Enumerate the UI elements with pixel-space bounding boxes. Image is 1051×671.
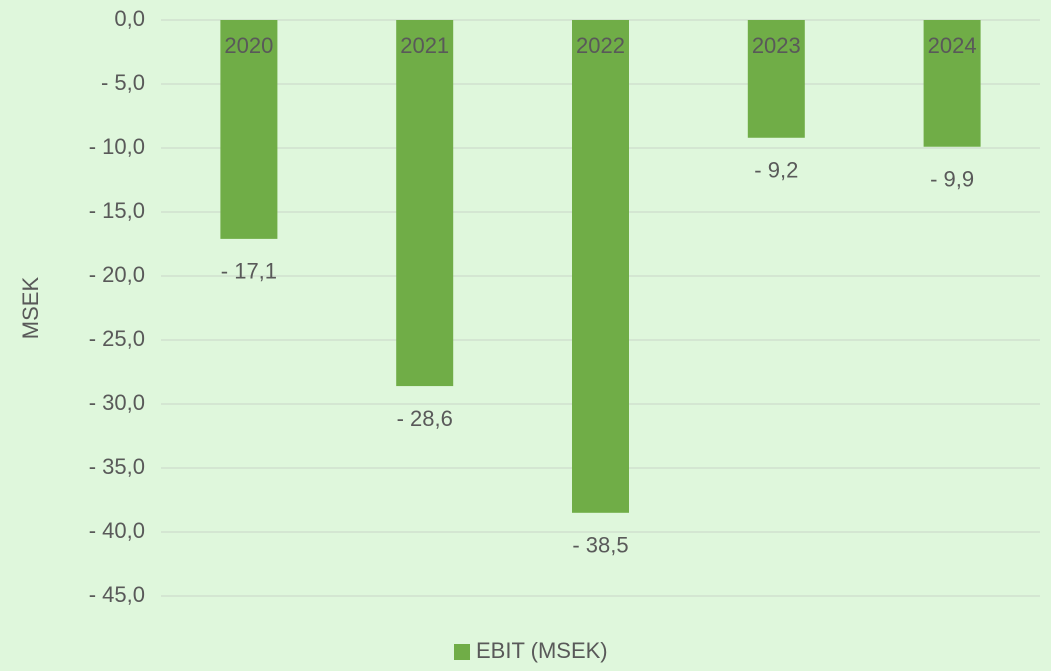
y-tick-label: - 15,0 xyxy=(89,198,145,223)
y-tick-label: - 25,0 xyxy=(89,326,145,351)
y-tick-label: - 5,0 xyxy=(101,70,145,95)
x-tick-label: 2023 xyxy=(752,33,801,58)
y-tick-label: - 45,0 xyxy=(89,582,145,607)
bar xyxy=(572,20,629,513)
y-axis-title: MSEK xyxy=(18,277,43,340)
y-tick-label: - 35,0 xyxy=(89,454,145,479)
x-tick-label: 2022 xyxy=(576,33,625,58)
data-label: - 9,2 xyxy=(754,158,798,183)
bar xyxy=(747,20,805,138)
x-tick-label: 2020 xyxy=(224,33,273,58)
bar xyxy=(220,20,278,239)
y-tick-label: - 10,0 xyxy=(89,134,145,159)
x-tick-label: 2024 xyxy=(928,33,977,58)
bar xyxy=(396,20,454,387)
x-tick-label: 2021 xyxy=(400,33,449,58)
legend-label: EBIT (MSEK) xyxy=(476,638,608,663)
data-label: - 9,9 xyxy=(930,167,974,192)
data-label: - 28,6 xyxy=(397,406,453,431)
data-label: - 38,5 xyxy=(572,533,628,558)
legend-swatch xyxy=(454,644,470,660)
bar xyxy=(923,20,981,147)
data-label: - 17,1 xyxy=(221,259,277,284)
y-tick-label: - 40,0 xyxy=(89,518,145,543)
y-tick-label: - 30,0 xyxy=(89,390,145,415)
y-tick-label: - 20,0 xyxy=(89,262,145,287)
y-tick-label: 0,0 xyxy=(114,6,145,31)
